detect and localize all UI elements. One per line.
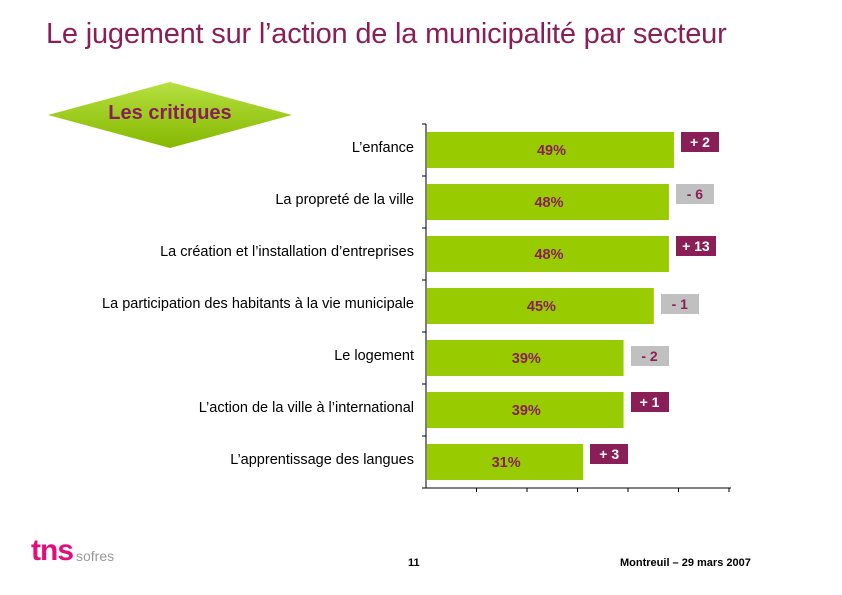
- value-label: 39%: [511, 351, 541, 367]
- category-label: La propreté de la ville: [275, 192, 414, 208]
- value-label: 39%: [511, 403, 541, 419]
- diamond-shape: [48, 82, 292, 148]
- value-label: 31%: [491, 455, 521, 471]
- category-label: L’enfance: [351, 140, 414, 156]
- change-badge: + 2: [680, 132, 719, 152]
- category-label: La participation des habitants à la vie …: [102, 296, 414, 312]
- bar: [427, 288, 654, 324]
- category-label: La création et l’installation d’entrepri…: [160, 244, 414, 260]
- category-label: Le logement: [334, 348, 414, 364]
- value-label: 45%: [526, 299, 556, 315]
- change-badge: - 2: [630, 346, 669, 366]
- section-badge: Les critiques: [48, 82, 292, 148]
- value-label: 48%: [534, 247, 564, 263]
- value-label: 48%: [534, 195, 564, 211]
- category-label: L’action de la ville à l’international: [198, 400, 414, 416]
- page-number: 11: [408, 557, 420, 569]
- change-badge: - 6: [675, 184, 714, 204]
- value-label: 49%: [536, 143, 566, 159]
- logo-tns-text: tns: [31, 534, 74, 567]
- bar: [427, 184, 669, 220]
- change-badge: + 1: [630, 392, 669, 412]
- change-badge: + 13: [675, 236, 716, 256]
- change-badge: + 3: [590, 444, 629, 464]
- bar: [427, 236, 669, 272]
- bar: [427, 132, 674, 168]
- category-label: L’apprentissage des langues: [230, 452, 414, 468]
- logo-sofres-text: sofres: [76, 548, 115, 564]
- tns-sofres-logo: tns sofres: [30, 532, 120, 576]
- badge-label: Les critiques: [108, 102, 232, 124]
- page-title: Le jugement sur l’action de la municipal…: [46, 18, 727, 50]
- bar: [427, 392, 624, 428]
- bar: [427, 444, 584, 480]
- footer-date: Montreuil – 29 mars 2007: [620, 557, 751, 569]
- change-badge: - 1: [660, 294, 699, 314]
- bar: [427, 340, 624, 376]
